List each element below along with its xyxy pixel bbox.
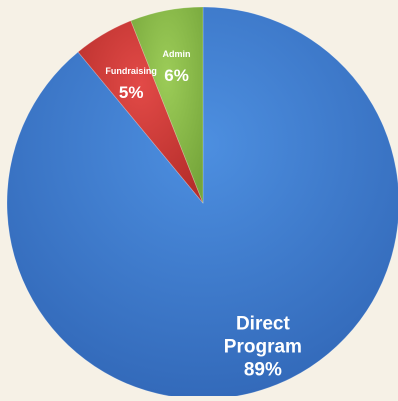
slice-label-line: 6% <box>164 66 189 85</box>
slice-label-line: Direct <box>236 314 291 335</box>
pie-slice-fundraising <box>77 20 204 204</box>
pie-slice-admin <box>130 6 204 204</box>
slice-label-fundraising: Fundraising 5% <box>105 66 157 102</box>
slice-label-line: Program <box>224 337 302 358</box>
pie-slice-direct-program <box>6 6 398 400</box>
slice-label-admin: Admin 6% <box>163 49 191 85</box>
slice-label-line: 5% <box>119 83 144 102</box>
slice-label-line: Admin <box>163 49 191 59</box>
pie-labels: Direct Program 89% Fundraising 5% Admin 6% <box>105 49 302 381</box>
slice-label-line: Fundraising <box>105 66 157 76</box>
slice-label-line: 89% <box>244 360 282 381</box>
pie-slices <box>6 6 398 400</box>
slice-label-direct-program: Direct Program 89% <box>224 314 302 381</box>
